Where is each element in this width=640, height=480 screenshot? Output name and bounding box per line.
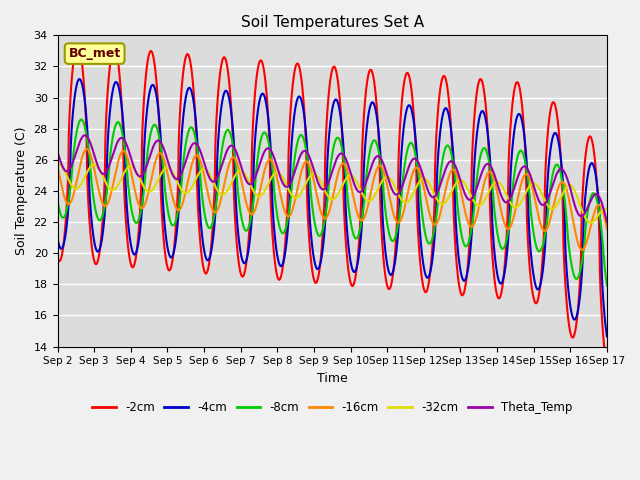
- -8cm: [603, 281, 611, 287]
- -8cm: [551, 164, 559, 169]
- -16cm: [603, 226, 611, 232]
- Title: Soil Temperatures Set A: Soil Temperatures Set A: [241, 15, 424, 30]
- -2cm: [74, 42, 81, 48]
- -2cm: [54, 255, 61, 261]
- -2cm: [603, 362, 611, 368]
- -2cm: [386, 286, 394, 291]
- -8cm: [77, 117, 85, 122]
- -32cm: [207, 174, 215, 180]
- -2cm: [396, 134, 403, 140]
- -32cm: [603, 207, 611, 213]
- -16cm: [396, 219, 403, 225]
- -32cm: [386, 175, 394, 181]
- -16cm: [207, 203, 215, 209]
- Theta_Temp: [603, 219, 611, 225]
- -16cm: [386, 195, 394, 201]
- -16cm: [54, 164, 61, 169]
- Line: -4cm: -4cm: [58, 79, 607, 336]
- X-axis label: Time: Time: [317, 372, 348, 385]
- -32cm: [172, 175, 179, 180]
- Line: Theta_Temp: Theta_Temp: [58, 135, 607, 222]
- Theta_Temp: [386, 181, 394, 187]
- -8cm: [207, 224, 215, 230]
- Theta_Temp: [207, 178, 215, 183]
- -16cm: [578, 247, 586, 253]
- -2cm: [603, 364, 611, 370]
- -4cm: [603, 334, 611, 339]
- -2cm: [551, 102, 559, 108]
- -16cm: [172, 204, 179, 209]
- Theta_Temp: [172, 176, 179, 181]
- -8cm: [172, 219, 179, 225]
- -4cm: [551, 130, 559, 136]
- Theta_Temp: [396, 190, 403, 195]
- -32cm: [551, 204, 559, 210]
- -2cm: [207, 244, 215, 250]
- -2cm: [172, 230, 179, 236]
- -4cm: [207, 249, 215, 255]
- -32cm: [54, 160, 61, 166]
- -4cm: [386, 271, 394, 277]
- -4cm: [76, 76, 83, 82]
- -8cm: [396, 213, 403, 218]
- -4cm: [172, 241, 179, 247]
- Theta_Temp: [54, 149, 61, 155]
- Line: -8cm: -8cm: [58, 120, 607, 286]
- -16cm: [83, 146, 90, 152]
- -32cm: [587, 220, 595, 226]
- -4cm: [396, 207, 403, 213]
- Line: -16cm: -16cm: [58, 149, 607, 250]
- Line: -32cm: -32cm: [58, 163, 607, 223]
- Theta_Temp: [81, 132, 89, 138]
- -32cm: [603, 206, 611, 212]
- -16cm: [551, 197, 559, 203]
- Text: BC_met: BC_met: [68, 47, 121, 60]
- -8cm: [603, 283, 611, 288]
- Y-axis label: Soil Temperature (C): Soil Temperature (C): [15, 127, 28, 255]
- -8cm: [386, 233, 394, 239]
- -8cm: [54, 197, 61, 203]
- -4cm: [603, 331, 611, 337]
- Theta_Temp: [603, 218, 611, 224]
- Line: -2cm: -2cm: [58, 45, 607, 367]
- -4cm: [54, 235, 61, 241]
- Theta_Temp: [551, 176, 559, 181]
- Legend: -2cm, -4cm, -8cm, -16cm, -32cm, Theta_Temp: -2cm, -4cm, -8cm, -16cm, -32cm, Theta_Te…: [87, 396, 577, 419]
- -16cm: [603, 225, 611, 231]
- -32cm: [396, 193, 403, 199]
